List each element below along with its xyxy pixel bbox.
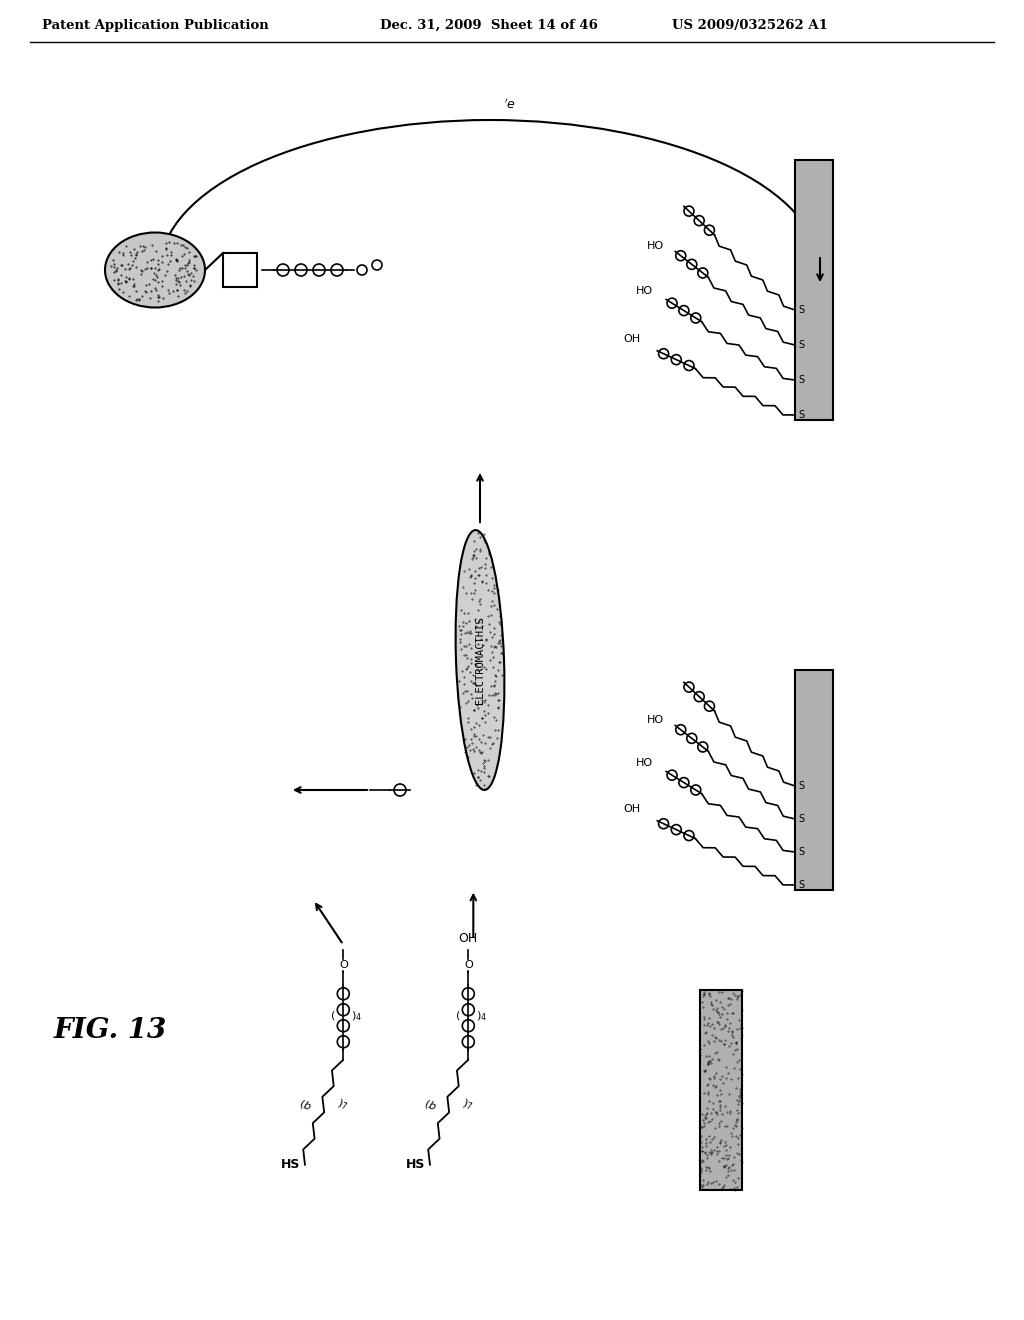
Text: $)_7$: $)_7$ (335, 1097, 350, 1113)
Text: $(b$: $(b$ (422, 1097, 438, 1113)
Bar (795, 160, 833, 420)
Text: HS: HS (406, 1159, 425, 1172)
Text: S: S (798, 880, 804, 890)
Text: S: S (798, 305, 804, 315)
Text: $(b$: $(b$ (297, 1097, 313, 1113)
Text: O: O (464, 960, 473, 970)
Text: S: S (798, 781, 804, 791)
Text: $)_4$: $)_4$ (476, 1008, 487, 1023)
Ellipse shape (456, 531, 505, 789)
Text: US 2009/0325262 A1: US 2009/0325262 A1 (672, 18, 827, 32)
Text: HO: HO (647, 715, 664, 726)
Text: OH: OH (459, 932, 478, 945)
Text: $)_7$: $)_7$ (460, 1097, 475, 1113)
Bar (795, 671, 833, 890)
Text: Dec. 31, 2009  Sheet 14 of 46: Dec. 31, 2009 Sheet 14 of 46 (380, 18, 598, 32)
Text: O: O (339, 960, 348, 970)
Text: OH: OH (624, 334, 641, 343)
Text: HO: HO (647, 242, 664, 251)
Text: S: S (798, 375, 804, 385)
Bar (223, 253, 257, 286)
Ellipse shape (105, 232, 205, 308)
Text: $'e$: $'e$ (504, 98, 516, 112)
Text: $)_4$: $)_4$ (351, 1008, 362, 1023)
Text: Patent Application Publication: Patent Application Publication (42, 18, 268, 32)
Text: HO: HO (636, 759, 652, 768)
Bar (700, 990, 742, 1191)
Text: S: S (798, 847, 804, 857)
Text: HO: HO (636, 286, 652, 297)
Text: OH: OH (624, 804, 641, 813)
Text: S: S (798, 411, 804, 420)
Text: S: S (798, 341, 804, 350)
Text: $($: $($ (455, 1010, 461, 1022)
Text: $($: $($ (330, 1010, 335, 1022)
Text: HS: HS (281, 1159, 300, 1172)
Text: S: S (798, 814, 804, 824)
Text: ELECTROMACTHIS: ELECTROMACTHIS (475, 616, 485, 704)
Text: FIG. 13: FIG. 13 (53, 1016, 167, 1044)
